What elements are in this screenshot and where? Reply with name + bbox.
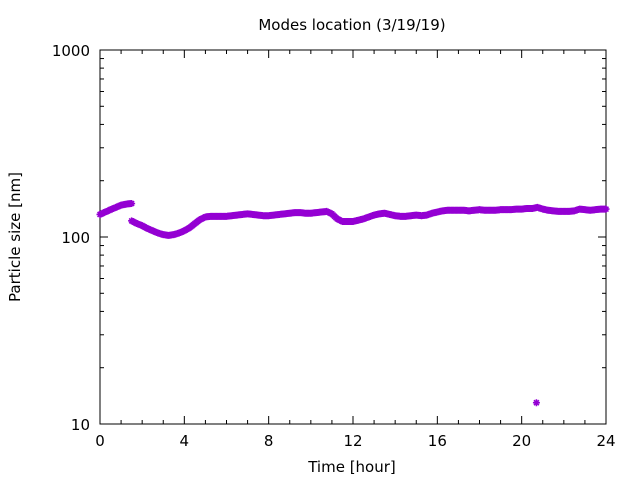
x-tick-label: 16 bbox=[428, 432, 447, 450]
x-tick-label: 8 bbox=[264, 432, 274, 450]
x-axis-label: Time [hour] bbox=[307, 458, 396, 476]
data-point bbox=[602, 205, 610, 213]
x-tick-label: 12 bbox=[343, 432, 362, 450]
data-points bbox=[96, 200, 610, 407]
y-axis-label: Particle size [nm] bbox=[6, 172, 24, 302]
x-tick-label: 0 bbox=[95, 432, 105, 450]
y-tick-label: 1000 bbox=[52, 42, 90, 60]
x-tick-label: 20 bbox=[512, 432, 531, 450]
data-point bbox=[532, 399, 540, 407]
axis-ticks bbox=[99, 49, 607, 425]
x-tick-label: 4 bbox=[180, 432, 190, 450]
x-tick-label: 24 bbox=[596, 432, 615, 450]
chart-title: Modes location (3/19/19) bbox=[258, 16, 445, 34]
y-tick-label: 100 bbox=[61, 229, 90, 247]
y-tick-label: 10 bbox=[71, 416, 90, 434]
data-point bbox=[128, 200, 136, 208]
tick-labels: 0 4 8 12 16 20 24 10 100 1000 bbox=[52, 42, 616, 450]
